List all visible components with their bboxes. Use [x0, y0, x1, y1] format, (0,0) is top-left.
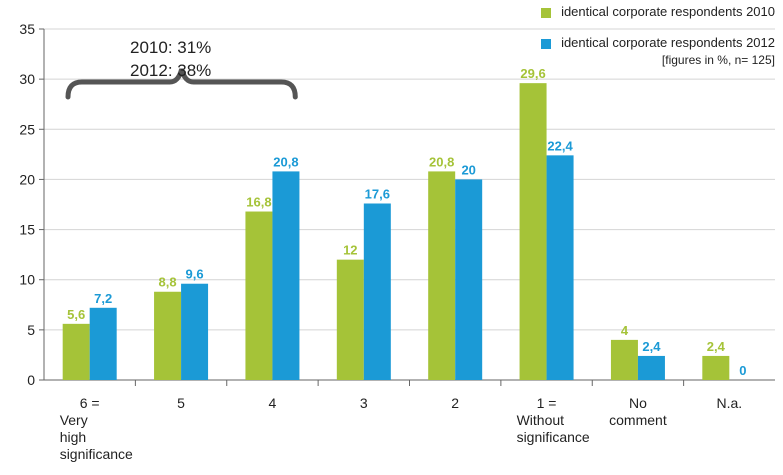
- data-label-2010: 16,8: [246, 195, 271, 210]
- x-tick-label: Without: [517, 412, 565, 428]
- y-tick-label: 35: [19, 21, 35, 37]
- y-tick-label: 10: [19, 272, 35, 288]
- data-label-2010: 5,6: [67, 307, 85, 322]
- data-label-2010: 2,4: [707, 339, 726, 354]
- data-label-2012: 20: [461, 162, 475, 177]
- data-label-2010: 20,8: [429, 154, 454, 169]
- data-label-2012: 2,4: [642, 339, 661, 354]
- x-tick-label: No: [629, 395, 647, 411]
- bar-2012: [546, 155, 574, 380]
- data-label-2012: 9,6: [186, 267, 204, 282]
- data-label-2010: 29,6: [520, 66, 545, 81]
- bar-2010: [154, 291, 182, 380]
- x-tick-label: 2: [451, 395, 459, 411]
- y-tick-label: 30: [19, 71, 35, 87]
- y-tick-label: 20: [19, 171, 35, 187]
- bar-2010: [62, 323, 90, 380]
- x-tick-label: 5: [177, 395, 185, 411]
- bar-2010: [428, 171, 456, 380]
- data-label-2012: 20,8: [273, 154, 298, 169]
- x-tick-label: significance: [517, 429, 590, 445]
- y-tick-label: 0: [27, 372, 35, 388]
- x-tick-label: 6 =: [80, 395, 100, 411]
- data-label-2010: 12: [343, 243, 357, 258]
- data-label-2012: 7,2: [94, 291, 112, 306]
- y-tick-label: 15: [19, 222, 35, 238]
- y-tick-label: 5: [27, 322, 35, 338]
- legend-label-2010: identical corporate respondents 2010: [561, 4, 775, 19]
- bar-2010: [245, 211, 273, 380]
- bar-2010: [702, 355, 730, 380]
- x-tick-label: 3: [360, 395, 368, 411]
- x-tick-label: significance: [60, 446, 133, 462]
- bar-2012: [637, 355, 665, 380]
- annotation-line-2010: 2010: 31%: [130, 38, 212, 57]
- bar-2010: [519, 83, 547, 380]
- curly-bracket: [65, 68, 298, 100]
- legend-item-2010: identical corporate respondents 2010: [541, 4, 775, 19]
- bar-2012: [455, 179, 483, 380]
- bar-2010: [610, 339, 638, 380]
- legend-item-2012: identical corporate respondents 2012: [541, 35, 775, 50]
- data-label-2012: 17,6: [365, 186, 390, 201]
- y-tick-label: 25: [19, 121, 35, 137]
- bar-2010: [336, 259, 364, 380]
- annotation-line-2012: 2012: 38%: [130, 61, 212, 80]
- x-tick-label: comment: [609, 412, 667, 428]
- legend-swatch-2010: [541, 7, 552, 18]
- data-label-2012: 22,4: [547, 138, 573, 153]
- bar-2012: [181, 283, 209, 380]
- x-tick-label: 1 =: [537, 395, 557, 411]
- bar-2012: [363, 203, 391, 380]
- x-tick-label: 4: [269, 395, 277, 411]
- bar-2012: [89, 307, 117, 380]
- x-tick-label: N.a.: [716, 395, 742, 411]
- bar-2012: [272, 171, 300, 380]
- legend-label-2012: identical corporate respondents 2012: [561, 35, 775, 50]
- x-tick-label: high: [60, 429, 86, 445]
- bracket-annotation: 2010: 31% 2012: 38%: [130, 36, 211, 82]
- x-tick-label: Very: [60, 412, 88, 428]
- data-label-2012: 0: [739, 363, 746, 378]
- legend-swatch-2012: [541, 38, 552, 49]
- data-label-2010: 4: [621, 323, 629, 338]
- figures-note: [figures in %, n= 125]: [661, 53, 775, 67]
- data-label-2010: 8,8: [159, 275, 177, 290]
